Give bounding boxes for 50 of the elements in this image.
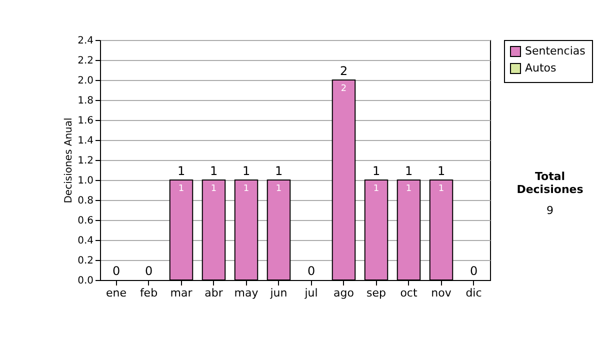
y-tick-label: 2.4 — [78, 36, 94, 46]
total-label: 1 — [210, 164, 218, 178]
x-tick-label: may — [234, 286, 259, 300]
x-tick-label: nov — [431, 286, 452, 300]
y-tick-label: 0.8 — [78, 196, 94, 206]
total-label: 1 — [404, 164, 413, 178]
y-tick-label: 1.2 — [78, 156, 94, 166]
total-label: 1 — [437, 164, 446, 178]
data-label: 1 — [373, 184, 380, 194]
y-tick-label: 1.6 — [78, 116, 94, 126]
total-label: 1 — [372, 164, 380, 178]
y-tick-label: 2.2 — [78, 56, 94, 66]
x-tick-label: sep — [366, 286, 386, 300]
y-tick-label: 0.4 — [78, 236, 94, 246]
legend-label: Autos — [525, 62, 557, 74]
data-label: 2 — [340, 84, 347, 94]
x-tick-label: jul — [304, 286, 318, 300]
total-label: 0 — [144, 264, 153, 278]
x-tick-label: oct — [400, 286, 418, 300]
y-tick-label: 1.0 — [78, 176, 94, 186]
y-tick-label: 0.0 — [78, 276, 94, 286]
data-label: 1 — [406, 184, 412, 194]
y-tick-label: 0.6 — [78, 216, 94, 226]
total-label: 0 — [470, 264, 478, 278]
total-label: 2 — [340, 64, 348, 78]
legend-label: Sentencias — [525, 44, 586, 58]
y-tick-label: 1.8 — [78, 96, 94, 106]
x-tick-label: ene — [106, 286, 127, 300]
total-label: 1 — [177, 164, 186, 178]
y-axis-title: Decisiones Anual — [64, 118, 75, 204]
data-label: 1 — [210, 184, 217, 194]
x-tick-label: dic — [466, 286, 482, 300]
data-label: 1 — [178, 184, 184, 194]
data-label: 1 — [438, 184, 444, 194]
text: 9 — [546, 204, 554, 217]
total-label: 0 — [112, 264, 120, 278]
total-label: 1 — [242, 164, 250, 178]
x-tick-label: mar — [170, 286, 193, 300]
x-tick-label: abr — [204, 286, 224, 300]
y-tick-label: 2.0 — [78, 76, 94, 86]
x-tick-label: jun — [269, 286, 288, 300]
total-label: 0 — [307, 264, 316, 278]
x-tick-label: ago — [334, 286, 354, 300]
y-tick-label: 0.2 — [78, 256, 94, 266]
data-label: 1 — [276, 184, 282, 194]
total-label: 1 — [274, 164, 283, 178]
x-tick-label: feb — [140, 286, 158, 300]
text: Total Decisiones — [516, 170, 584, 196]
y-tick-label: 1.4 — [78, 136, 94, 146]
data-label: 1 — [243, 184, 250, 194]
